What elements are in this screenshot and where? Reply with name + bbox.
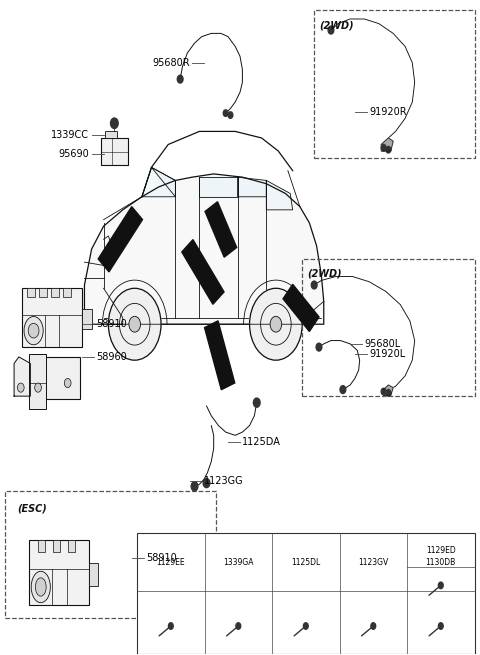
Circle shape — [312, 281, 317, 289]
Text: (2WD): (2WD) — [319, 20, 354, 30]
Text: 1123GG: 1123GG — [204, 476, 244, 486]
Circle shape — [110, 118, 118, 128]
Circle shape — [35, 383, 41, 392]
Ellipse shape — [28, 324, 39, 338]
Bar — [302, 259, 475, 396]
Text: 1339GA: 1339GA — [223, 558, 253, 567]
Polygon shape — [152, 168, 175, 196]
Circle shape — [250, 288, 302, 360]
Text: 58960: 58960 — [96, 352, 127, 362]
Polygon shape — [238, 177, 266, 196]
Text: 1129EE: 1129EE — [156, 558, 185, 567]
Bar — [53, 540, 60, 552]
Circle shape — [381, 388, 386, 395]
Bar — [29, 357, 80, 400]
Polygon shape — [266, 180, 293, 210]
Bar — [101, 138, 128, 166]
Bar — [89, 563, 98, 586]
Bar — [39, 288, 47, 297]
Bar — [51, 288, 59, 297]
Text: 95690: 95690 — [59, 149, 89, 159]
Bar — [29, 354, 46, 409]
Bar — [22, 288, 82, 347]
Polygon shape — [182, 240, 224, 305]
Polygon shape — [205, 202, 237, 257]
Bar — [5, 491, 216, 618]
Ellipse shape — [24, 316, 43, 345]
Bar — [27, 288, 35, 297]
Circle shape — [371, 623, 376, 629]
Text: (2WD): (2WD) — [307, 269, 342, 278]
Polygon shape — [14, 357, 30, 396]
Text: (ESC): (ESC) — [17, 504, 47, 514]
Bar — [105, 131, 117, 138]
Bar — [63, 288, 71, 297]
Text: 91920L: 91920L — [369, 348, 406, 359]
Bar — [137, 533, 475, 654]
Ellipse shape — [31, 571, 50, 603]
Circle shape — [438, 623, 443, 629]
Circle shape — [228, 112, 233, 119]
Text: 1125DA: 1125DA — [242, 437, 281, 447]
Circle shape — [168, 623, 173, 629]
Circle shape — [438, 582, 443, 589]
Text: 58910: 58910 — [96, 319, 127, 329]
Polygon shape — [84, 174, 324, 324]
Circle shape — [386, 147, 391, 153]
Circle shape — [177, 75, 183, 83]
Text: 1123GV: 1123GV — [358, 558, 388, 567]
Circle shape — [381, 145, 386, 151]
Ellipse shape — [36, 578, 46, 596]
Circle shape — [17, 383, 24, 392]
Bar — [82, 309, 92, 329]
Polygon shape — [204, 321, 235, 390]
Circle shape — [340, 386, 346, 394]
Circle shape — [191, 481, 198, 491]
Bar — [68, 540, 74, 552]
Bar — [38, 540, 45, 552]
Text: 58910: 58910 — [147, 553, 178, 563]
Circle shape — [64, 379, 71, 388]
Circle shape — [236, 623, 240, 629]
Polygon shape — [142, 168, 175, 196]
Polygon shape — [283, 284, 319, 331]
Text: 95680L: 95680L — [364, 339, 401, 349]
Polygon shape — [199, 177, 238, 196]
Circle shape — [108, 288, 161, 360]
Circle shape — [328, 26, 334, 34]
Polygon shape — [381, 138, 393, 151]
Text: 1339CC: 1339CC — [51, 130, 89, 140]
Circle shape — [270, 316, 282, 332]
Bar — [29, 540, 89, 605]
Text: 91920R: 91920R — [369, 107, 407, 117]
Text: 95680R: 95680R — [152, 58, 190, 67]
Text: 1130DB: 1130DB — [426, 558, 456, 567]
Circle shape — [223, 110, 228, 117]
Text: 1125DL: 1125DL — [291, 558, 321, 567]
Polygon shape — [384, 385, 393, 396]
Circle shape — [203, 479, 210, 487]
Circle shape — [316, 343, 322, 351]
Text: 1129ED: 1129ED — [426, 546, 456, 555]
Circle shape — [129, 316, 141, 332]
Bar — [314, 10, 475, 158]
Polygon shape — [98, 207, 143, 272]
Circle shape — [386, 390, 391, 396]
Circle shape — [303, 623, 308, 629]
Circle shape — [253, 398, 260, 407]
